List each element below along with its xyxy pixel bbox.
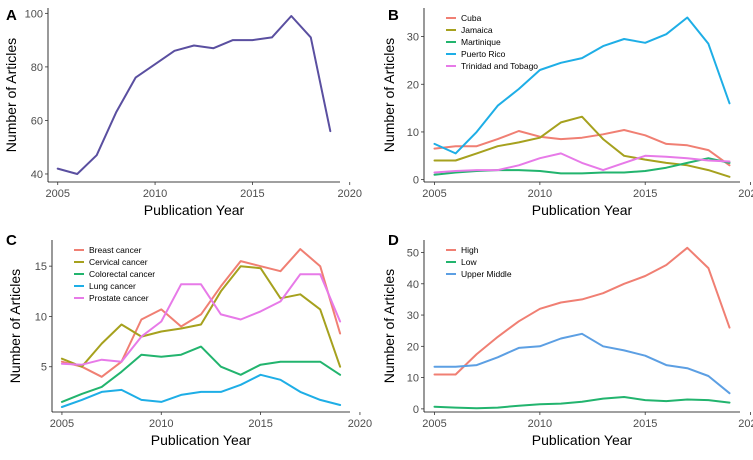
legend-label: High (461, 245, 479, 255)
series-line-trinidad-and-tobago (433, 152, 731, 174)
series-line-martinique (433, 157, 731, 176)
y-tick-label: 30 (407, 32, 419, 44)
legend-label: Colorectal cancer (89, 269, 155, 279)
y-axis-title: Number of Articles (381, 38, 397, 152)
legend-label: Low (461, 257, 477, 267)
x-tick-label: 2005 (50, 418, 74, 430)
legend-label: Jamaica (461, 25, 493, 35)
series-line-upper-middle (433, 332, 731, 395)
x-axis-title: Publication Year (151, 432, 252, 448)
y-tick-label: 40 (31, 169, 43, 181)
series-line-jamaica (433, 115, 731, 178)
y-tick-label: 80 (31, 62, 43, 74)
y-axis-title: Number of Articles (7, 269, 23, 383)
y-tick-label: 40 (407, 279, 419, 291)
legend-label: Trinidad and Tobago (461, 61, 538, 71)
x-tick-label: 2020 (738, 418, 753, 430)
x-tick-label: 2010 (528, 188, 552, 200)
series-line-cervical-cancer (60, 265, 342, 368)
x-tick-label: 2010 (528, 418, 552, 430)
legend-label: Cervical cancer (89, 257, 148, 267)
x-axis-title: Publication Year (532, 202, 633, 218)
x-tick-label: 2005 (45, 188, 69, 200)
panel-letter: B (388, 7, 399, 24)
x-tick-label: 2015 (633, 188, 657, 200)
x-tick-label: 2020 (348, 418, 372, 430)
series-line-cuba (433, 129, 731, 167)
y-tick-label: 10 (35, 311, 47, 323)
panel-letter: C (6, 232, 17, 249)
series-line-high (433, 246, 731, 376)
legend-label: Puerto Rico (461, 49, 506, 59)
y-tick-label: 100 (25, 8, 43, 20)
x-tick-label: 2005 (422, 188, 446, 200)
y-tick-label: 0 (413, 175, 419, 187)
x-tick-label: 2015 (240, 188, 264, 200)
panel-c: C 2005 2010 2015 2020 5 10 15 Publication Year Nu… (6, 232, 372, 448)
y-tick-label: 30 (407, 310, 419, 322)
y-tick-label: 10 (407, 127, 419, 139)
y-tick-label: 20 (407, 341, 419, 353)
y-axis-title: Number of Articles (3, 38, 19, 152)
series-line-low (433, 396, 731, 410)
series-line-all (56, 15, 332, 175)
y-tick-label: 0 (413, 404, 419, 416)
series-line-lung-cancer (60, 373, 342, 408)
legend-label: Cuba (461, 13, 482, 23)
y-tick-label: 10 (407, 373, 419, 385)
y-tick-label: 50 (407, 248, 419, 260)
y-tick-label: 60 (31, 115, 43, 127)
panel-letter: A (6, 7, 17, 24)
legend-label: Prostate cancer (89, 293, 149, 303)
panel-a: A 2005 2010 2015 2020 40 60 80 100 Publication Ye… (3, 7, 362, 218)
x-tick-label: 2010 (143, 188, 167, 200)
series-line-breast-cancer (60, 248, 342, 378)
x-tick-label: 2015 (633, 418, 657, 430)
x-tick-label: 2005 (422, 418, 446, 430)
panel-letter: D (388, 232, 399, 249)
panel-b: B 2005 2010 2015 2020 0 10 20 30 Publication Year… (381, 7, 753, 218)
series-line-colorectal-cancer (60, 345, 342, 403)
y-tick-label: 5 (41, 362, 47, 374)
x-tick-label: 2020 (738, 188, 753, 200)
y-tick-label: 15 (35, 261, 47, 273)
x-axis-title: Publication Year (532, 432, 633, 448)
legend-label: Martinique (461, 37, 501, 47)
panel-d: D 2005 2010 2015 2020 0 10 20 30 40 50 Publication … (381, 232, 753, 448)
x-tick-label: 2010 (149, 418, 173, 430)
x-axis-title: Publication Year (144, 202, 245, 218)
x-tick-label: 2020 (337, 188, 361, 200)
y-axis-title: Number of Articles (381, 269, 397, 383)
legend-label: Breast cancer (89, 245, 142, 255)
legend-label: Upper Middle (461, 269, 512, 279)
series-line-prostate-cancer (60, 273, 342, 366)
legend-label: Lung cancer (89, 281, 136, 291)
series-line-puerto-rico (433, 16, 731, 155)
y-tick-label: 20 (407, 79, 419, 91)
x-tick-label: 2015 (248, 418, 272, 430)
